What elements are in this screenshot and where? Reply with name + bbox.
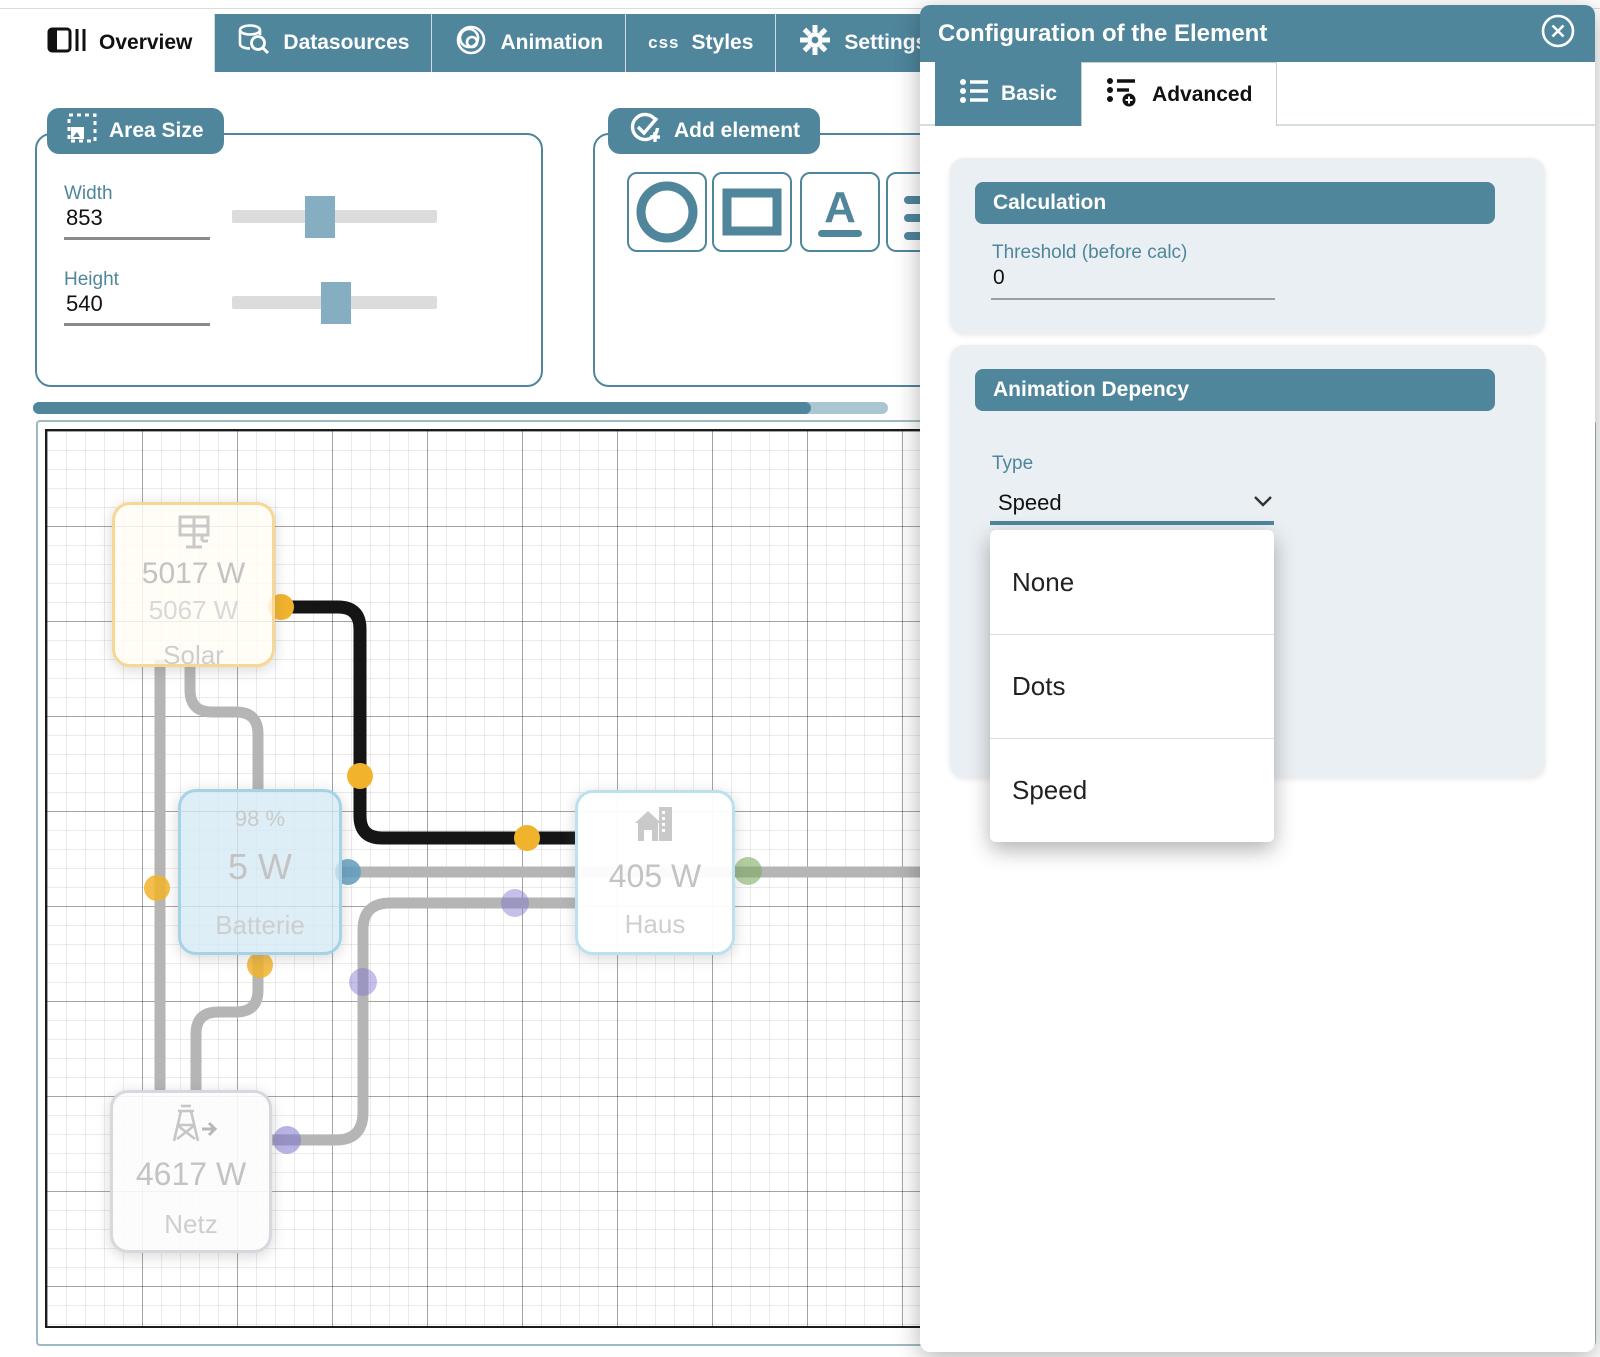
list-icon — [959, 78, 989, 110]
node-value: 4617 W — [135, 1156, 247, 1192]
add-element-card: A — [593, 133, 966, 387]
node-percent: 98 % — [234, 806, 286, 831]
rectangle-icon — [722, 188, 782, 236]
datasource-search-icon — [237, 24, 271, 62]
type-label: Type — [992, 453, 1034, 474]
tab-label: Animation — [500, 31, 604, 54]
main-tab-bar: Overview Datasources — [25, 14, 989, 72]
css-icon: css — [648, 33, 680, 52]
dropdown-option-none[interactable]: None — [1012, 566, 1075, 597]
add-text-button[interactable]: A — [800, 172, 880, 252]
list-add-icon — [1106, 77, 1140, 113]
panel-title: Configuration of the Element — [938, 19, 1268, 47]
tab-basic[interactable]: Basic — [935, 62, 1082, 126]
panel-tab-bar: Basic Advanced — [920, 62, 1595, 126]
width-label: Width — [64, 183, 113, 204]
node-label: Batterie — [215, 910, 305, 940]
calculation-header: Calculation — [975, 182, 1495, 224]
tab-styles[interactable]: css Styles — [626, 14, 777, 72]
top-divider — [0, 8, 1600, 9]
power-grid-icon — [164, 1103, 218, 1150]
overview-icon — [47, 27, 87, 59]
area-size-header: Area Size — [47, 108, 224, 154]
calculation-section: Calculation Threshold (before calc) — [950, 158, 1545, 333]
node-label: Solar — [163, 640, 224, 670]
tab-label: Advanced — [1152, 82, 1253, 106]
width-slider-handle[interactable] — [305, 196, 335, 238]
height-label: Height — [64, 269, 119, 290]
tab-label: Overview — [99, 31, 193, 54]
text-icon: A — [818, 183, 862, 237]
width-input[interactable] — [64, 205, 210, 240]
node-value: 5017 W — [141, 557, 246, 590]
type-dropdown: None Dots Speed — [990, 530, 1274, 842]
node-batterie[interactable]: 98 % 5 W Batterie — [178, 789, 342, 955]
check-plus-icon — [628, 111, 662, 151]
add-circle-button[interactable] — [627, 172, 707, 252]
node-value: 5 W — [227, 846, 292, 887]
add-element-header: Add element — [608, 108, 821, 154]
svg-text:A: A — [824, 183, 856, 232]
dropdown-option-speed[interactable]: Speed — [990, 738, 1274, 842]
add-element-title: Add element — [674, 119, 801, 142]
area-size-card: Width Height — [35, 133, 543, 387]
tab-label: Basic — [1001, 82, 1058, 105]
type-select-value: Speed — [998, 490, 1062, 515]
node-haus[interactable]: 405 W Haus — [575, 790, 735, 955]
height-input[interactable] — [64, 291, 210, 326]
tab-advanced[interactable]: Advanced — [1081, 62, 1278, 126]
threshold-label: Threshold (before calc) — [992, 242, 1188, 263]
node-netz[interactable]: 4617 W Netz — [110, 1090, 272, 1253]
height-slider-handle[interactable] — [321, 282, 351, 324]
loading-bar-fill — [33, 402, 812, 414]
type-select[interactable]: Speed — [990, 485, 1274, 525]
tab-label: Datasources — [283, 31, 410, 54]
node-solar[interactable]: 5017 W 5067 W Solar — [112, 502, 275, 670]
threshold-input[interactable] — [991, 266, 1275, 300]
circle-icon — [636, 181, 698, 243]
tab-animation[interactable]: Animation — [432, 14, 627, 72]
tab-overview[interactable]: Overview — [25, 14, 216, 72]
gear-icon — [798, 23, 832, 63]
add-rectangle-button[interactable] — [712, 172, 792, 252]
node-label: Haus — [624, 909, 686, 939]
configuration-panel-header: Configuration of the Element — [920, 5, 1595, 62]
node-secondary-value: 5067 W — [148, 595, 239, 625]
tab-label: Settings — [844, 31, 928, 54]
node-value: 405 W — [608, 858, 702, 894]
loading-bar — [33, 402, 888, 414]
area-size-icon — [67, 113, 97, 149]
chevron-down-icon — [1252, 494, 1274, 513]
animation-dependency-header: Animation Depency — [975, 369, 1495, 411]
area-size-title: Area Size — [109, 119, 204, 142]
animation-icon — [454, 23, 488, 63]
house-icon — [629, 803, 681, 850]
close-icon[interactable] — [1539, 12, 1577, 55]
solar-panel-icon — [172, 514, 216, 557]
tab-datasources[interactable]: Datasources — [215, 14, 433, 72]
dropdown-option-dots[interactable]: Dots — [990, 634, 1274, 738]
node-label: Netz — [164, 1209, 218, 1239]
tab-label: Styles — [691, 31, 754, 54]
